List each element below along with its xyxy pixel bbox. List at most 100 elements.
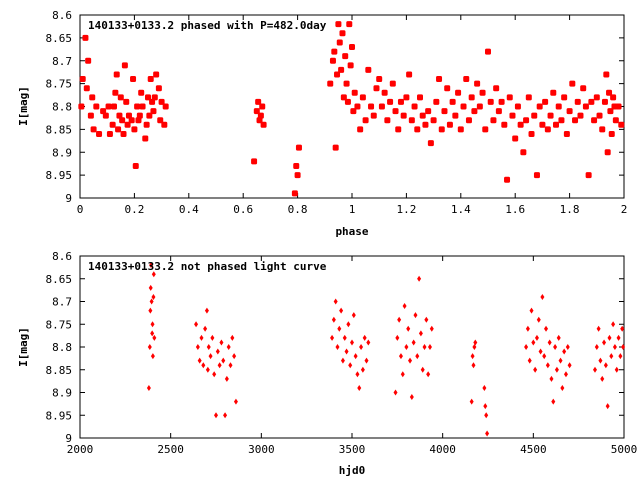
phased-data-point [384,117,391,124]
phased-data-point [452,112,459,119]
phased-data-point [561,94,568,101]
phased-data-point [251,158,258,165]
unphased-x-tick-label: 2000 [67,443,94,456]
phased-data-point [349,44,355,51]
phased-data-point [601,98,608,105]
phased-data-point [444,85,451,92]
phased-data-point [471,108,478,115]
phased-data-point [438,126,445,133]
unphased-plot-frame [79,255,625,439]
phased-data-point [427,140,434,147]
unphased-data-point [366,339,371,346]
unphased-data-point [206,344,211,350]
unphased-data-point [359,344,364,350]
phased-data-point [78,103,85,110]
unphased-data-point [224,375,229,382]
unphased-data-point [609,353,614,360]
phased-y-tick-label: 8.95 [46,169,73,182]
phased-data-point [373,85,380,92]
phased-data-point [146,112,153,119]
phased-data-point [504,176,511,183]
unphased-data-point [607,334,612,341]
phased-data-point [417,94,423,101]
phased-data-point [253,108,260,115]
phased-data-point [419,112,426,119]
phased-data-point [135,117,142,124]
unphased-data-point [556,334,561,341]
phased-data-point [370,112,377,119]
unphased-data-point [357,384,362,391]
unphased-data-point [540,293,545,300]
phased-data-point [569,80,576,87]
phased-data-point [514,103,521,110]
phased-data-point [111,103,117,110]
phased-data-point [539,121,546,128]
unphased-data-point [204,307,209,314]
phased-data-point [116,112,123,119]
unphased-data-point [417,275,422,282]
unphased-data-point [614,366,619,373]
phased-data-point [117,94,124,101]
phased-data-point [143,121,150,128]
unphased-data-point [620,325,625,332]
phased-data-point [158,98,165,105]
unphased-x-tick-label: 2500 [157,443,184,456]
phased-data-point [113,71,120,78]
unphased-data-point [148,284,153,291]
unphased-data-point [545,362,550,369]
phased-data-point [151,94,158,101]
phased-x-tick-label: 1.4 [451,203,471,216]
phased-data-point [368,103,375,110]
phased-data-point [476,103,483,110]
unphased-data-point [611,321,616,328]
unphased-data-point [223,412,228,419]
phased-data-point [329,57,336,64]
phased-data-point [608,130,615,137]
phased-data-point [479,89,486,96]
phased-data-point [134,103,141,110]
unphased-data-point [393,389,398,396]
phased-data-point [612,117,619,124]
unphased-data-point [217,362,222,369]
unphased-data-point [621,344,626,350]
phased-data-point [336,39,343,46]
phased-data-point [618,121,625,128]
phased-x-tick-label: 0.2 [124,203,144,216]
phased-data-point [157,117,164,124]
unphased-data-point [473,339,478,346]
phased-data-point [603,71,610,78]
unphased-data-point [424,316,429,323]
unphased-y-tick-label: 8.75 [46,318,73,331]
phased-data-point [547,112,554,119]
unphased-data-point [364,357,369,364]
phased-data-point [342,53,349,60]
phased-data-point [365,66,372,73]
unphased-data-point [205,366,210,373]
phased-data-point [482,126,489,133]
unphased-data-point [146,384,151,391]
unphased-data-point [563,371,568,378]
unphased-data-point [427,344,432,350]
unphased-data-point [210,334,215,341]
phased-x-tick-label: 1.6 [505,203,525,216]
phased-y-tick-label: 8.65 [46,32,73,45]
phased-data-point [430,117,437,124]
unphased-x-axis-title: hjd0 [339,464,366,477]
unphased-x-tick-label: 4000 [429,443,456,456]
phased-data-point [338,66,345,73]
phased-data-point [109,121,116,128]
unphased-data-point [525,325,530,332]
unphased-data-point [150,321,155,328]
phased-data-point [125,112,132,119]
phased-data-point [611,103,618,110]
phased-data-point [89,94,96,101]
phased-data-point [457,126,464,133]
phased-data-point [446,121,453,128]
phased-data-point [327,80,334,87]
phased-data-point [145,94,151,101]
phased-y-tick-label: 8.9 [52,146,72,159]
phased-data-point [331,48,338,55]
unphased-data-point [603,362,608,369]
unphased-y-tick-label: 8.65 [46,273,73,286]
unphased-data-point [553,344,558,350]
